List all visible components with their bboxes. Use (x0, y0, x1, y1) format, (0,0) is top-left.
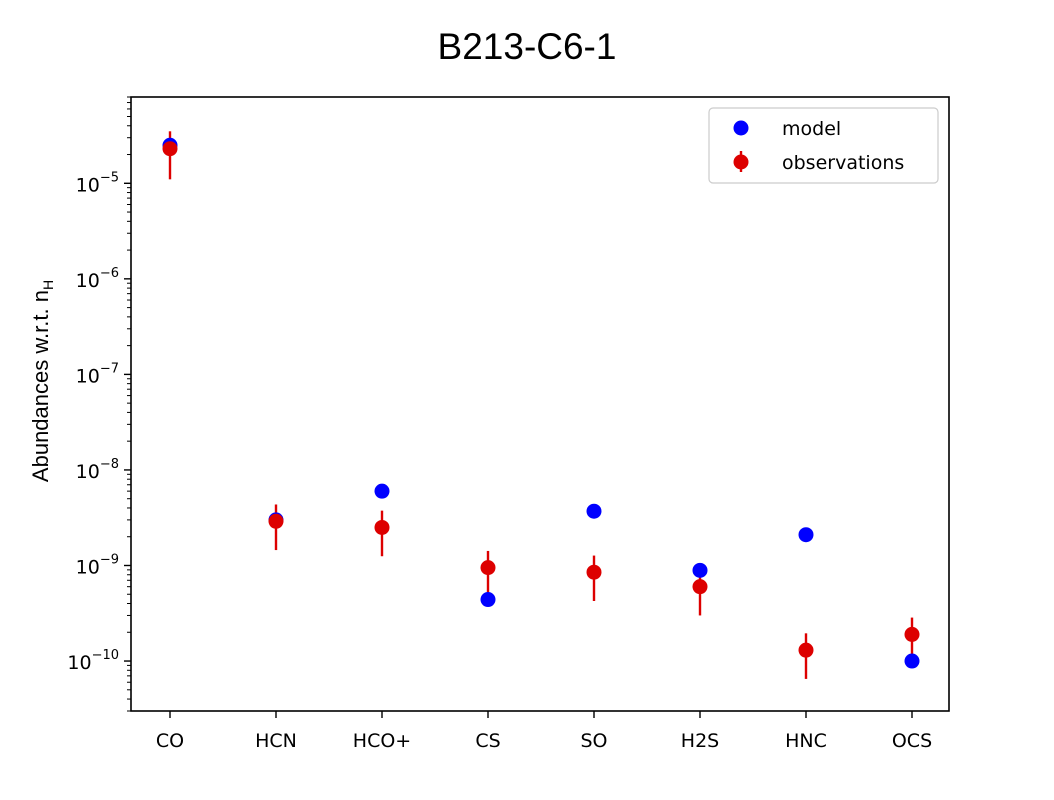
y-tick-mantissa: 10 (76, 270, 100, 292)
observation-point (798, 642, 814, 658)
data-marks (162, 131, 920, 679)
x-tick-label: SO (580, 730, 607, 752)
y-tick-label: 10−8 (76, 457, 119, 483)
x-tick-label: H2S (681, 730, 719, 752)
plot-area-frame (130, 96, 950, 712)
y-tick-mantissa: 10 (76, 461, 100, 483)
legend-observations-label: observations (782, 152, 904, 174)
y-tick-exponent: −9 (100, 552, 119, 567)
y-tick-label: 10−10 (67, 648, 119, 674)
legend-model-marker (733, 120, 749, 136)
observation-point (586, 564, 602, 580)
observation-point (692, 579, 708, 595)
y-tick-exponent: −10 (92, 648, 119, 663)
x-tick-label: HCO+ (353, 730, 411, 752)
x-tick-label: OCS (892, 730, 932, 752)
y-tick-label: 10−7 (76, 361, 119, 387)
model-point (798, 527, 814, 543)
observation-point (268, 513, 284, 529)
observation-point (904, 626, 920, 642)
y-tick-exponent: −8 (100, 457, 119, 472)
y-tick-label: 10−5 (76, 170, 119, 196)
y-axis-ticks: 10−510−610−710−810−910−10 (67, 96, 131, 712)
y-tick-mantissa: 10 (76, 174, 100, 196)
y-tick-exponent: −6 (100, 266, 119, 281)
observation-point (162, 141, 178, 157)
y-tick-mantissa: 10 (76, 556, 100, 578)
y-tick-mantissa: 10 (76, 365, 100, 387)
x-tick-label: HNC (785, 730, 827, 752)
y-tick-exponent: −7 (100, 361, 119, 376)
observation-point (480, 560, 496, 576)
model-point (586, 503, 602, 519)
x-tick-label: HCN (255, 730, 297, 752)
model-point (692, 562, 708, 578)
legend-box (708, 107, 939, 184)
legend-observations-marker (733, 154, 749, 170)
y-tick-mantissa: 10 (67, 652, 91, 674)
x-tick-label: CS (475, 730, 500, 752)
observation-point (374, 519, 390, 535)
model-point (480, 592, 496, 608)
legend-model-label: model (782, 118, 841, 140)
x-axis-ticks: CO HCN HCO+ CS SO H2S HNC OCS (156, 711, 932, 752)
legend: model observations (708, 107, 939, 184)
y-tick-label: 10−6 (76, 266, 119, 292)
chart-title: B213-C6-1 (437, 26, 617, 67)
x-tick-label: CO (156, 730, 184, 752)
model-point (904, 653, 920, 669)
y-tick-exponent: −5 (100, 170, 119, 185)
y-tick-label: 10−9 (76, 552, 119, 578)
model-point (374, 483, 390, 499)
